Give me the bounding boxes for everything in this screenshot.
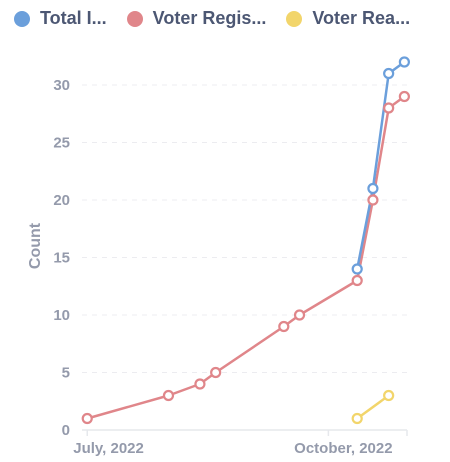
series-line bbox=[85, 95, 406, 420]
data-point bbox=[351, 274, 363, 287]
data-point bbox=[351, 412, 363, 425]
y-tick-label: 20 bbox=[53, 192, 70, 209]
y-axis-title: Count bbox=[27, 222, 44, 269]
data-point bbox=[81, 412, 93, 425]
y-tick-label: 30 bbox=[53, 77, 70, 94]
legend: Total I... Voter Regis... Voter Rea... bbox=[14, 8, 444, 29]
legend-label: Total I... bbox=[40, 8, 107, 28]
legend-item[interactable]: Voter Regis... bbox=[126, 8, 267, 29]
data-point bbox=[293, 309, 306, 321]
legend-dot-icon bbox=[126, 10, 143, 27]
x-tick-label: October, 2022 bbox=[294, 440, 392, 457]
data-point bbox=[398, 56, 410, 68]
legend-item[interactable]: Voter Rea... bbox=[286, 8, 410, 29]
data-point bbox=[278, 320, 290, 333]
legend-dot-icon bbox=[286, 10, 303, 27]
data-point bbox=[383, 102, 395, 114]
series-line bbox=[355, 394, 390, 420]
series-line bbox=[355, 60, 406, 271]
legend-label: Voter Regis... bbox=[152, 8, 267, 28]
data-point bbox=[398, 90, 410, 103]
data-point bbox=[383, 389, 395, 402]
y-tick-label: 15 bbox=[53, 250, 70, 267]
data-point bbox=[367, 194, 379, 206]
data-point bbox=[383, 67, 395, 80]
legend-label: Voter Rea... bbox=[312, 8, 411, 28]
legend-item[interactable]: Total I... bbox=[14, 8, 107, 29]
data-point bbox=[210, 366, 222, 379]
data-point bbox=[194, 378, 206, 390]
data-point bbox=[162, 389, 175, 402]
data-point bbox=[351, 263, 363, 275]
data-point bbox=[367, 182, 379, 195]
y-tick-label: 25 bbox=[53, 135, 70, 152]
y-tick-label: 10 bbox=[53, 307, 70, 324]
legend-dot-icon bbox=[14, 10, 30, 27]
y-tick-label: 5 bbox=[62, 365, 70, 382]
y-tick-label: 0 bbox=[62, 422, 70, 439]
x-tick-label: July, 2022 bbox=[73, 440, 144, 457]
